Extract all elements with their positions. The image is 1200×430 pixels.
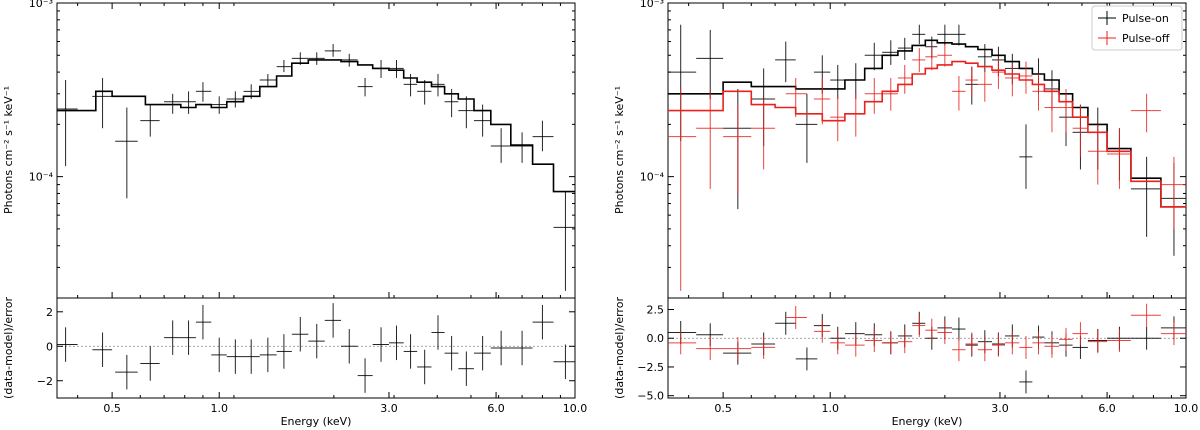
right-y-axis-title-lower: (data-model)/error xyxy=(613,297,626,399)
y-tick-label-upper: 10⁻³ xyxy=(640,0,664,10)
x-tick-label: 0.5 xyxy=(103,402,121,415)
x-tick-label: 3.0 xyxy=(991,402,1009,415)
x-tick-label: 0.5 xyxy=(714,402,732,415)
left-upper-frame xyxy=(56,2,576,299)
y-tick-label-lower: −2.5 xyxy=(637,361,664,374)
y-tick-label-upper: 10⁻⁴ xyxy=(29,171,54,184)
y-tick-label-upper: 10⁻⁴ xyxy=(640,171,665,184)
legend-box xyxy=(1091,5,1183,51)
right-plot-marks: 0.5 1.0 3.0 6.0 10.0 10⁻³ 10⁻⁴ −5.0 −2.5 0.0 2.5 xyxy=(637,0,1198,415)
y-tick-label-lower: 0.0 xyxy=(647,332,665,345)
spectrum-model-step-line xyxy=(57,59,575,193)
x-tick-label: 6.0 xyxy=(1098,402,1116,415)
y-tick-label-lower: 0 xyxy=(46,340,53,353)
pulse-on-model-step-line xyxy=(668,39,1186,208)
pulse-off-model-step-line xyxy=(668,60,1186,208)
legend-item-pulse-on: Pulse-on xyxy=(1098,11,1169,25)
left-y-axis-title-lower: (data-model)/error xyxy=(2,297,15,399)
left-lower-frame xyxy=(56,297,576,399)
y-tick-label-lower: −2 xyxy=(37,375,53,388)
x-tick-label: 10.0 xyxy=(563,402,588,415)
legend-label-pulse-on: Pulse-on xyxy=(1122,12,1169,25)
y-tick-label-lower: 2.5 xyxy=(647,303,665,316)
legend: Pulse-on Pulse-off xyxy=(1091,5,1183,51)
x-tick-label: 1.0 xyxy=(210,402,228,415)
x-tick-label: 3.0 xyxy=(380,402,398,415)
y-tick-label-lower: −5.0 xyxy=(637,390,664,403)
right-y-axis-title-upper: Photons cm⁻² s⁻¹ keV⁻¹ xyxy=(613,86,626,214)
y-tick-label-lower: 2 xyxy=(46,306,53,319)
x-tick-label: 10.0 xyxy=(1174,402,1199,415)
right-panel: Energy (keV) Photons cm⁻² s⁻¹ keV⁻¹ (dat… xyxy=(613,0,1198,428)
left-panel: Energy (keV) Photons cm⁻² s⁻¹ keV⁻¹ (dat… xyxy=(2,0,587,428)
left-y-axis-title-upper: Photons cm⁻² s⁻¹ keV⁻¹ xyxy=(2,86,15,214)
legend-item-pulse-off: Pulse-off xyxy=(1098,31,1170,45)
legend-label-pulse-off: Pulse-off xyxy=(1122,32,1170,45)
left-x-axis-title: Energy (keV) xyxy=(281,415,352,428)
left-plot-marks: 0.5 1.0 3.0 6.0 10.0 10⁻³ 10⁻⁴ −2 0 2 xyxy=(29,0,587,415)
x-tick-label: 1.0 xyxy=(821,402,839,415)
y-tick-label-upper: 10⁻³ xyxy=(29,0,53,10)
right-x-axis-title: Energy (keV) xyxy=(892,415,963,428)
x-tick-label: 6.0 xyxy=(487,402,505,415)
right-lower-frame xyxy=(667,297,1187,399)
